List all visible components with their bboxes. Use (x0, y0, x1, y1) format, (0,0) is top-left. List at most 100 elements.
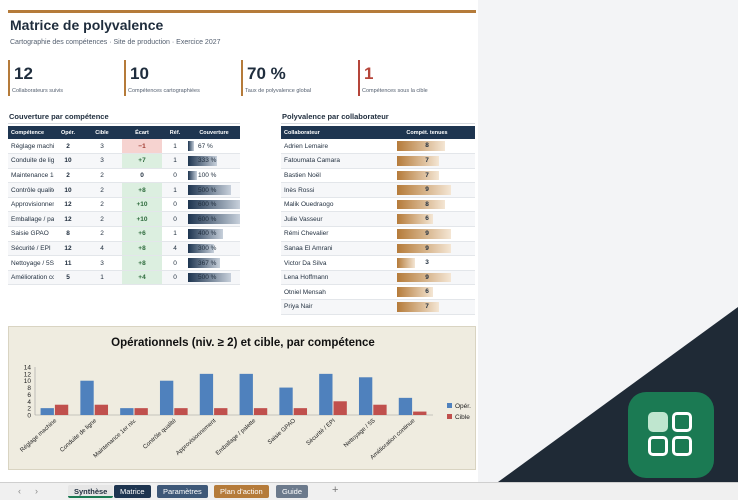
cell-competence[interactable]: Sécurité / EPI (8, 241, 54, 257)
cell-oper[interactable]: 10 (54, 182, 82, 198)
table-row[interactable]: Malik Ouedraogo 8 (281, 197, 475, 213)
table-row[interactable]: Julie Vasseur 6 (281, 211, 475, 228)
cell-couverture[interactable]: 500 % (188, 182, 240, 198)
table-row[interactable]: Sécurité / EPI 12 4 +8 4 300 % (8, 241, 240, 257)
cell-ref[interactable]: 1 (162, 139, 188, 155)
cell-couverture[interactable]: 300 % (188, 241, 240, 257)
table-row[interactable]: Lena Hoffmann 9 (281, 270, 475, 286)
cell-collaborateur[interactable]: Lena Hoffmann (281, 270, 397, 286)
cell-couverture[interactable]: 367 % (188, 255, 240, 271)
table-row[interactable]: Fatoumata Camara 7 (281, 153, 475, 169)
cell-competence[interactable]: Contrôle qualité (8, 182, 54, 198)
tab-guide[interactable]: Guide (276, 485, 309, 498)
cell-competences-tenues[interactable]: 9 (397, 182, 457, 198)
cell-ref[interactable]: 0 (162, 270, 188, 286)
cell-oper[interactable]: 8 (54, 226, 82, 242)
table-row[interactable]: Bastien Noël 7 (281, 168, 475, 184)
table-row[interactable]: Priya Nair 7 (281, 299, 475, 315)
table-row[interactable]: Victor Da Silva 3 (281, 255, 475, 271)
tab-plan-action[interactable]: Plan d'action (214, 485, 269, 498)
col-header-cible[interactable]: Cible (82, 126, 122, 139)
cell-collaborateur[interactable]: Priya Nair (281, 299, 397, 315)
cell-collaborateur[interactable]: Adrien Lemaire (281, 139, 397, 155)
cell-ref[interactable]: 1 (162, 182, 188, 198)
cell-ecart[interactable]: +7 (122, 153, 162, 169)
cell-competences-tenues[interactable]: 9 (397, 226, 457, 242)
cell-ecart[interactable]: +8 (122, 241, 162, 257)
table-row[interactable]: Réglage machine23−11 67 % (8, 139, 240, 155)
cell-ecart[interactable]: +6 (122, 226, 162, 242)
cell-couverture[interactable]: 100 % (188, 168, 240, 184)
cell-collaborateur[interactable]: Fatoumata Camara (281, 153, 397, 169)
cell-competence[interactable]: Approvisionnement (8, 197, 54, 213)
cell-ref[interactable]: 0 (162, 255, 188, 271)
cell-cible[interactable]: 1 (82, 270, 122, 286)
cell-ref[interactable]: 1 (162, 226, 188, 242)
cell-ecart[interactable]: +8 (122, 182, 162, 198)
table-row[interactable]: Rémi Chevalier 9 (281, 226, 475, 242)
table-row[interactable]: Inès Rossi 9 (281, 182, 475, 198)
cell-ref[interactable]: 0 (162, 168, 188, 184)
cell-cible[interactable]: 2 (82, 226, 122, 242)
cell-cible[interactable]: 3 (82, 139, 122, 155)
table-row[interactable]: Otniel Mensah 6 (281, 284, 475, 301)
col-header-ecart[interactable]: Écart (122, 126, 162, 139)
cell-collaborateur[interactable]: Julie Vasseur (281, 211, 397, 228)
table-row[interactable]: Contrôle qualité 10 2 +8 1 500 % (8, 182, 240, 198)
cell-collaborateur[interactable]: Rémi Chevalier (281, 226, 397, 242)
cell-couverture[interactable]: 333 % (188, 153, 240, 169)
cell-competences-tenues[interactable]: 7 (397, 299, 457, 315)
cell-competence[interactable]: Saisie GPAO (8, 226, 54, 242)
cell-couverture[interactable]: 400 % (188, 226, 240, 242)
cell-cible[interactable]: 2 (82, 211, 122, 228)
cell-competences-tenues[interactable]: 8 (397, 197, 457, 213)
tab-next-icon[interactable]: › (35, 486, 38, 496)
cell-couverture[interactable]: 67 % (188, 139, 240, 155)
table-row[interactable]: Emballage / palette122+100 600 % (8, 211, 240, 228)
cell-couverture[interactable]: 600 % (188, 197, 240, 213)
cell-ref[interactable]: 1 (162, 153, 188, 169)
cell-ecart[interactable]: 0 (122, 168, 162, 184)
cell-competence[interactable]: Amélioration continue (8, 270, 54, 286)
cell-competences-tenues[interactable]: 6 (397, 284, 457, 301)
cell-collaborateur[interactable]: Bastien Noël (281, 168, 397, 184)
cell-cible[interactable]: 2 (82, 182, 122, 198)
chart-operationnels-cible[interactable]: Opérationnels (niv. ≥ 2) et cible, par c… (8, 326, 476, 470)
cell-oper[interactable]: 12 (54, 211, 82, 228)
cell-ref[interactable]: 0 (162, 211, 188, 228)
add-sheet-icon[interactable]: + (332, 484, 339, 496)
cell-collaborateur[interactable]: Inès Rossi (281, 182, 397, 198)
col-header-oper[interactable]: Opér. (54, 126, 82, 139)
cell-oper[interactable]: 12 (54, 241, 82, 257)
cell-ref[interactable]: 4 (162, 241, 188, 257)
tab-prev-icon[interactable]: ‹ (18, 486, 21, 496)
col-header-ref[interactable]: Réf. (162, 126, 188, 139)
cell-collaborateur[interactable]: Otniel Mensah (281, 284, 397, 301)
table-row[interactable]: Sanaa El Amrani 9 (281, 241, 475, 257)
cell-competence[interactable]: Maintenance 1er niv. (8, 168, 54, 184)
tab-matrice[interactable]: Matrice (114, 485, 151, 498)
col-header-competences-tenues[interactable]: Compét. tenues (397, 126, 457, 139)
cell-competence[interactable]: Nettoyage / 5S (8, 255, 54, 271)
cell-oper[interactable]: 5 (54, 270, 82, 286)
cell-couverture[interactable]: 600 % (188, 211, 240, 228)
cell-cible[interactable]: 3 (82, 255, 122, 271)
cell-couverture[interactable]: 500 % (188, 270, 240, 286)
table-row[interactable]: Conduite de ligne103+71 333 % (8, 153, 240, 169)
cell-competence[interactable]: Réglage machine (8, 139, 54, 155)
cell-ecart[interactable]: +4 (122, 270, 162, 286)
col-header-couverture[interactable]: Couverture (188, 126, 240, 139)
cell-oper[interactable]: 2 (54, 168, 82, 184)
cell-competences-tenues[interactable]: 6 (397, 211, 457, 228)
cell-cible[interactable]: 3 (82, 153, 122, 169)
worksheet[interactable]: Matrice de polyvalence Cartographie des … (0, 0, 738, 482)
cell-ref[interactable]: 0 (162, 197, 188, 213)
table-row[interactable]: Nettoyage / 5S 11 3 +8 0 367 % (8, 255, 240, 271)
cell-ecart[interactable]: +10 (122, 211, 162, 228)
cell-competence[interactable]: Conduite de ligne (8, 153, 54, 169)
cell-cible[interactable]: 2 (82, 197, 122, 213)
cell-competence[interactable]: Emballage / palette (8, 211, 54, 228)
cell-ecart[interactable]: −1 (122, 139, 162, 155)
table-row[interactable]: Amélioration continue51+40 500 % (8, 270, 240, 286)
